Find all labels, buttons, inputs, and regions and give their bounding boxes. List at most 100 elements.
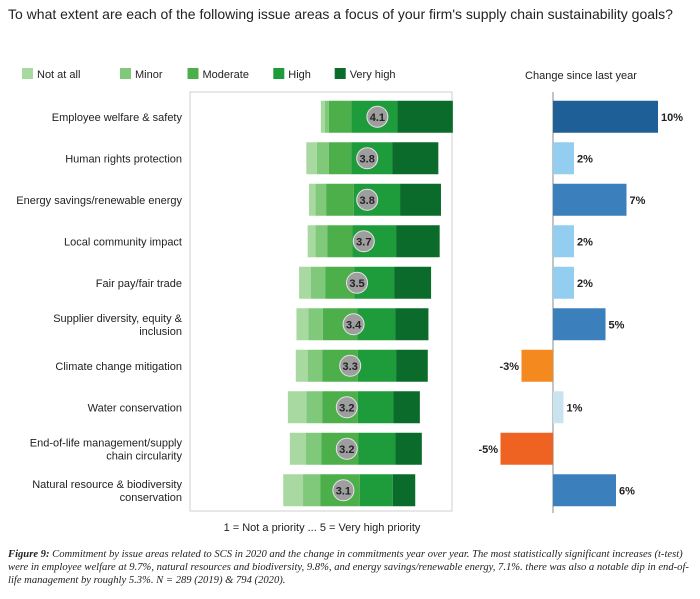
bar-segment-very-high bbox=[392, 142, 439, 175]
bar-row-natural-resource-biodiversity-conservation bbox=[283, 474, 416, 507]
legend-swatch bbox=[273, 68, 285, 79]
change-bar-natural-resource-biodiversity-conservation: 6% bbox=[553, 474, 635, 507]
score-marker: 3.4 bbox=[342, 313, 365, 336]
score-label: 4.1 bbox=[370, 112, 385, 124]
category-label: Fair pay/fair trade bbox=[96, 278, 182, 290]
issue-areas-chart: Not at all Minor Moderate High Very high Emp… bbox=[16, 68, 683, 534]
bar-segment-not-at-all bbox=[287, 391, 307, 424]
change-bar bbox=[553, 100, 658, 133]
score-circle bbox=[342, 313, 365, 336]
category-label: Water conservation bbox=[88, 402, 182, 414]
score-label: 3.4 bbox=[346, 319, 362, 331]
caption-text: Commitment by issue areas related to SCS… bbox=[8, 549, 689, 586]
category-labels: Employee welfare & safety Human rights pr… bbox=[16, 112, 182, 504]
score-label: 3.8 bbox=[360, 153, 375, 165]
score-label: 3.1 bbox=[336, 485, 351, 497]
change-bar bbox=[553, 183, 627, 216]
score-label: 3.7 bbox=[356, 236, 371, 248]
legend: Not at all Minor Moderate High Very high bbox=[22, 68, 396, 81]
category-label: Natural resource & biodiversity conservat… bbox=[32, 479, 182, 504]
category-label: Energy savings/renewable energy bbox=[16, 195, 182, 207]
change-value-label: 2% bbox=[577, 153, 593, 165]
bar-segment-very-high bbox=[396, 349, 428, 382]
change-bar-human-rights-protection: 2% bbox=[553, 142, 593, 175]
legend-label: Minor bbox=[135, 69, 163, 81]
bar-segment-minor bbox=[315, 225, 328, 258]
legend-item-very-high: Very high bbox=[334, 68, 396, 81]
bar-segment-very-high bbox=[392, 474, 416, 507]
bar-segment-not-at-all bbox=[308, 183, 316, 216]
change-bar-climate-change-mitigation: -3% bbox=[500, 349, 553, 382]
bar-segment-high bbox=[359, 474, 393, 507]
score-label: 3.8 bbox=[360, 195, 375, 207]
legend-label: Moderate bbox=[203, 69, 249, 81]
score-label: 3.2 bbox=[339, 444, 354, 456]
bar-segment-not-at-all bbox=[306, 142, 317, 175]
change-value-label: 6% bbox=[619, 485, 635, 497]
score-marker: 4.1 bbox=[366, 105, 389, 128]
bar-segment-not-at-all bbox=[296, 308, 309, 341]
bar-row-human-rights-protection bbox=[306, 142, 439, 175]
bar-row-climate-change-mitigation bbox=[295, 349, 428, 382]
caption-label: Figure 9: bbox=[8, 549, 50, 560]
change-bar bbox=[553, 266, 574, 299]
bar-segment-not-at-all bbox=[289, 432, 306, 465]
bar-segment-minor bbox=[303, 474, 321, 507]
chart-question: To what extent are each of the following… bbox=[8, 6, 673, 22]
legend-swatch bbox=[120, 68, 131, 79]
legend-label: High bbox=[288, 69, 311, 81]
bar-segment-very-high bbox=[396, 225, 440, 258]
score-circle bbox=[356, 147, 379, 170]
score-marker: 3.8 bbox=[356, 188, 379, 211]
score-marker: 3.2 bbox=[335, 437, 358, 460]
bar-segment-minor bbox=[307, 349, 323, 382]
bar-segment-very-high bbox=[394, 266, 432, 299]
change-bar bbox=[553, 308, 606, 341]
change-bar-employee-welfare-safety: 10% bbox=[553, 100, 683, 133]
bar-segment-very-high bbox=[397, 100, 453, 133]
bar-segment-moderate bbox=[328, 142, 352, 175]
bar-segment-minor bbox=[310, 266, 326, 299]
score-markers: 4.1 3.8 3.8 3.7 3.5 3.4 3.3 3.2 3.2 3.1 bbox=[332, 105, 389, 502]
change-bar-supplier-diversity-equity-inclusion: 5% bbox=[553, 308, 625, 341]
score-label: 3.5 bbox=[349, 278, 364, 290]
plot-frame bbox=[189, 91, 453, 512]
score-marker: 3.7 bbox=[352, 230, 375, 253]
score-circle bbox=[339, 354, 362, 377]
bar-segment-minor bbox=[306, 391, 323, 424]
change-bars: 10% 2% 7% 2% 2% 5% -3% 1% -5% 6% bbox=[479, 100, 683, 507]
score-circle bbox=[356, 188, 379, 211]
stacked-bars bbox=[283, 100, 453, 507]
change-value-label: 5% bbox=[609, 319, 625, 331]
change-bar-energy-savings-renewable-energy: 7% bbox=[553, 183, 646, 216]
bar-segment-not-at-all bbox=[283, 474, 304, 507]
score-circle bbox=[352, 230, 375, 253]
bar-segment-very-high bbox=[400, 183, 441, 216]
bar-segment-minor bbox=[316, 142, 329, 175]
change-bar-water-conservation: 1% bbox=[553, 391, 583, 424]
score-circle bbox=[335, 396, 358, 419]
bar-segment-minor bbox=[324, 100, 329, 133]
bar-segment-very-high bbox=[395, 308, 429, 341]
score-label: 3.2 bbox=[339, 402, 354, 414]
bar-segment-not-at-all bbox=[320, 100, 325, 133]
score-circle bbox=[346, 271, 368, 294]
change-bar-end-of-life-management-supply-chain-circularity: -5% bbox=[479, 432, 553, 465]
score-label: 3.3 bbox=[343, 361, 358, 373]
bar-row-fair-pay-fair-trade bbox=[299, 266, 432, 299]
x-axis-label: 1 = Not a priority ... 5 = Very high pri… bbox=[224, 522, 421, 534]
category-label: End-of-life management/supply chain circu… bbox=[30, 437, 183, 462]
bar-row-end-of-life-management-supply-chain-circularity bbox=[289, 432, 422, 465]
bar-segment-very-high bbox=[395, 432, 422, 465]
change-bar-local-community-impact: 2% bbox=[553, 225, 593, 258]
change-value-label: 10% bbox=[661, 112, 683, 124]
category-label: Employee welfare & safety bbox=[52, 112, 183, 124]
bar-segment-high bbox=[357, 391, 394, 424]
bar-segment-very-high bbox=[393, 391, 420, 424]
bar-segment-high bbox=[358, 432, 396, 465]
score-marker: 3.2 bbox=[335, 396, 358, 419]
bar-segment-not-at-all bbox=[307, 225, 316, 258]
bar-segment-moderate bbox=[328, 100, 352, 133]
score-marker: 3.3 bbox=[339, 354, 362, 377]
bar-row-employee-welfare-safety bbox=[320, 100, 453, 133]
